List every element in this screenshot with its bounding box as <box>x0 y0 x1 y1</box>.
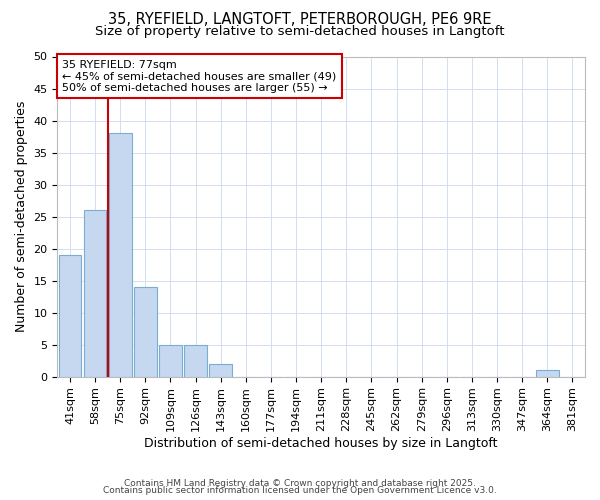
Bar <box>536 370 559 376</box>
Bar <box>209 364 232 376</box>
Text: Contains HM Land Registry data © Crown copyright and database right 2025.: Contains HM Land Registry data © Crown c… <box>124 478 476 488</box>
Text: Size of property relative to semi-detached houses in Langtoft: Size of property relative to semi-detach… <box>95 25 505 38</box>
Bar <box>159 344 182 376</box>
Bar <box>59 255 81 376</box>
Text: 35, RYEFIELD, LANGTOFT, PETERBOROUGH, PE6 9RE: 35, RYEFIELD, LANGTOFT, PETERBOROUGH, PE… <box>108 12 492 28</box>
Y-axis label: Number of semi-detached properties: Number of semi-detached properties <box>15 101 28 332</box>
Text: Contains public sector information licensed under the Open Government Licence v3: Contains public sector information licen… <box>103 486 497 495</box>
Bar <box>109 134 131 376</box>
Bar <box>134 287 157 376</box>
Bar <box>84 210 106 376</box>
Text: 35 RYEFIELD: 77sqm
← 45% of semi-detached houses are smaller (49)
50% of semi-de: 35 RYEFIELD: 77sqm ← 45% of semi-detache… <box>62 60 337 93</box>
X-axis label: Distribution of semi-detached houses by size in Langtoft: Distribution of semi-detached houses by … <box>145 437 498 450</box>
Bar <box>184 344 207 376</box>
